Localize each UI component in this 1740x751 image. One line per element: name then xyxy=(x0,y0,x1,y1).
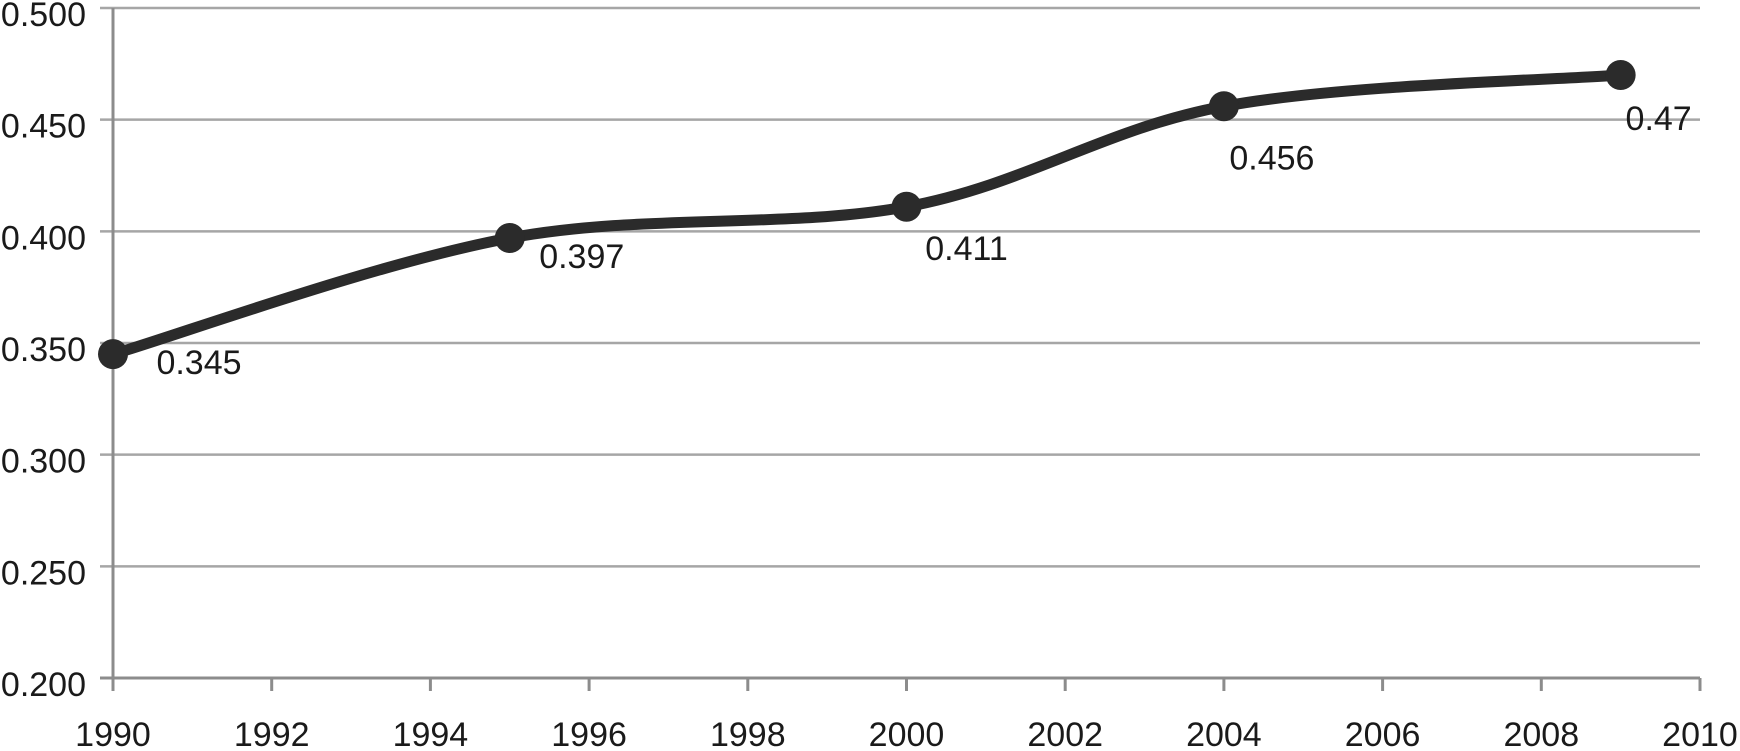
x-axis-tick-label: 1990 xyxy=(75,716,151,751)
y-axis-tick-label: 0.350 xyxy=(1,331,86,369)
y-axis-tick-label: 0.300 xyxy=(1,443,86,481)
y-axis-tick-label: 0.500 xyxy=(1,0,86,34)
data-point-label: 0.345 xyxy=(156,344,241,382)
x-axis-tick-label: 2010 xyxy=(1662,716,1738,751)
data-point-label: 0.411 xyxy=(925,230,1008,268)
x-axis-tick-label: 1994 xyxy=(393,716,469,751)
y-axis-tick-label: 0.450 xyxy=(1,108,86,146)
x-axis-tick-label: 2004 xyxy=(1186,716,1262,751)
x-axis-tick-label: 2008 xyxy=(1503,716,1579,751)
trend-line xyxy=(107,69,1627,360)
data-point-marker xyxy=(891,191,922,222)
data-point-marker xyxy=(1208,91,1239,122)
data-point-label: 0.456 xyxy=(1229,139,1314,177)
x-axis-tick-label: 2006 xyxy=(1345,716,1421,751)
data-point-marker xyxy=(1605,60,1636,90)
data-point-marker xyxy=(98,339,128,370)
x-axis-tick-label: 1998 xyxy=(710,716,786,751)
data-point-marker xyxy=(494,223,525,254)
x-axis-tick-label: 2000 xyxy=(869,716,945,751)
x-axis-tick-label: 1992 xyxy=(234,716,310,751)
x-axis-tick-label: 1996 xyxy=(551,716,627,751)
data-point-label: 0.47 xyxy=(1626,100,1692,138)
x-axis-tick-label: 2002 xyxy=(1027,716,1103,751)
data-point-label: 0.397 xyxy=(539,238,624,276)
y-axis-tick-label: 0.200 xyxy=(1,666,86,704)
y-axis-tick-label: 0.400 xyxy=(1,219,86,257)
y-axis-tick-label: 0.250 xyxy=(1,554,86,592)
